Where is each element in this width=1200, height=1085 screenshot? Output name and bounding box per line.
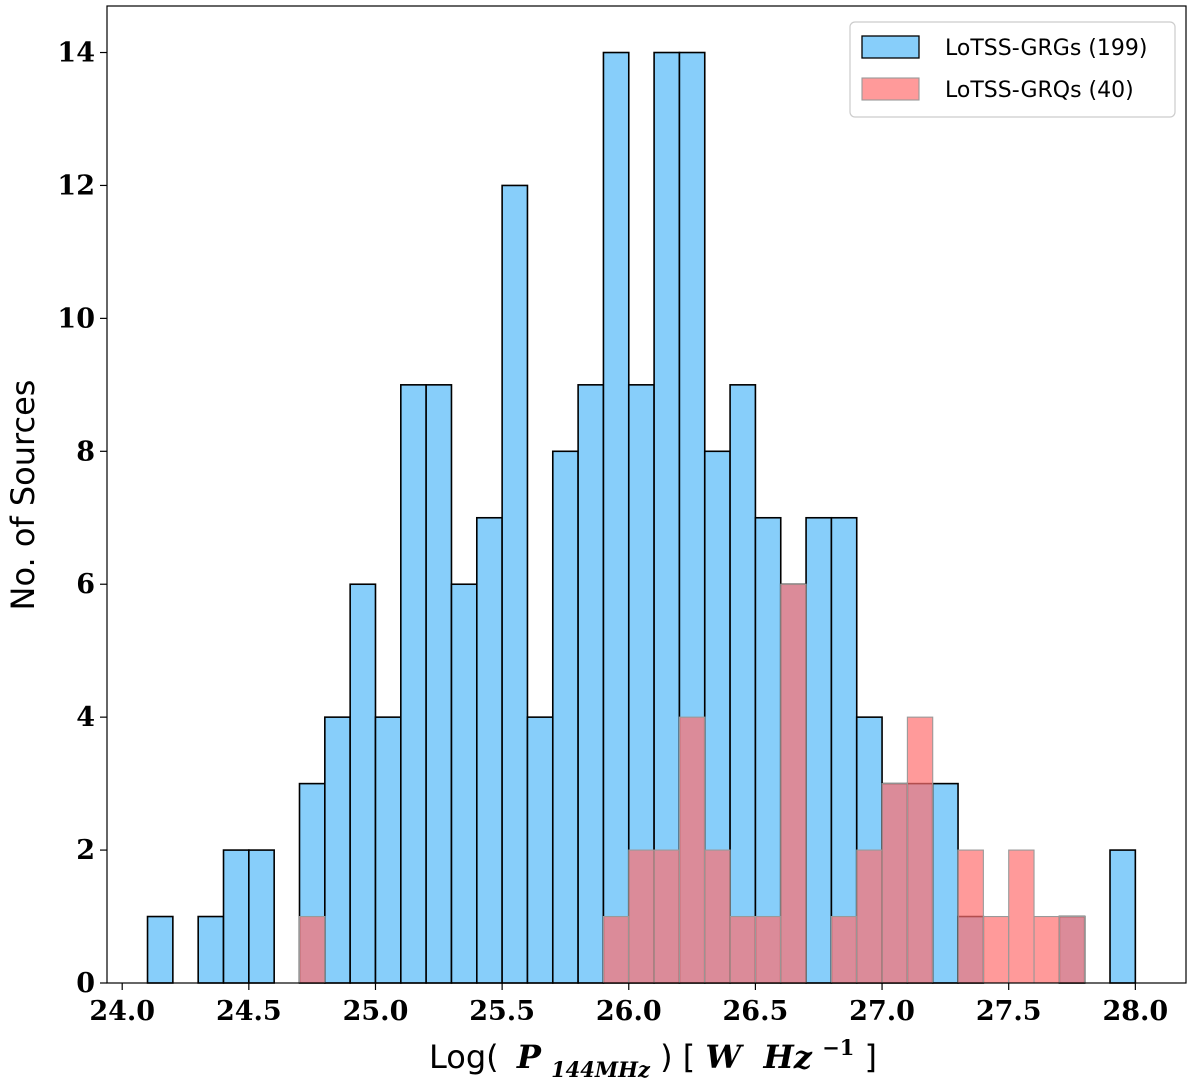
x-axis-label-unit-exp: −1 bbox=[822, 1035, 854, 1060]
x-axis-label-prefix: Log( bbox=[429, 1038, 499, 1076]
y-tick-label: 8 bbox=[76, 436, 95, 467]
bar-grgs bbox=[475, 516, 503, 984]
bar-grgs bbox=[805, 516, 833, 984]
bar-grgs bbox=[526, 716, 554, 984]
x-tick-label: 26.0 bbox=[596, 996, 662, 1027]
bar-grqs bbox=[678, 716, 706, 984]
bar-grgs bbox=[146, 915, 174, 984]
bar-grgs bbox=[374, 716, 402, 984]
bar-grqs bbox=[881, 783, 908, 984]
legend-swatch-grgs bbox=[861, 35, 920, 59]
series-grqs bbox=[298, 583, 1086, 984]
x-axis-label-unit-close: ] bbox=[864, 1038, 876, 1076]
x-tick-label: 25.0 bbox=[343, 996, 409, 1027]
bar-grqs bbox=[628, 849, 655, 984]
bar-grgs bbox=[324, 716, 351, 984]
x-tick-label: 27.0 bbox=[849, 996, 915, 1027]
bar-grqs bbox=[830, 915, 858, 984]
legend-swatch-grqs bbox=[861, 77, 920, 101]
plot-area bbox=[106, 5, 1187, 984]
x-tick-label: 28.0 bbox=[1102, 996, 1168, 1027]
x-axis-label-unit-open: ) [ bbox=[660, 1038, 695, 1076]
bar-grqs bbox=[982, 915, 1010, 984]
y-tick-label: 14 bbox=[57, 38, 95, 69]
bar-grqs bbox=[957, 849, 984, 984]
bar-grgs bbox=[425, 384, 453, 984]
bar-grgs bbox=[400, 384, 427, 984]
bar-grgs bbox=[830, 516, 858, 984]
plot-frame bbox=[106, 5, 1187, 984]
bar-grqs bbox=[298, 915, 326, 984]
bar-grqs bbox=[906, 716, 934, 984]
x-axis-label-symbol: P bbox=[516, 1038, 542, 1076]
bar-grqs bbox=[729, 915, 756, 984]
bar-grqs bbox=[653, 849, 680, 984]
bar-grgs bbox=[653, 51, 681, 984]
bar-grqs bbox=[602, 915, 630, 984]
bar-grgs bbox=[248, 849, 275, 984]
bar-grgs bbox=[931, 782, 959, 984]
x-tick-label: 25.5 bbox=[469, 996, 535, 1027]
x-axis-label-subscript: 144MHz bbox=[551, 1057, 651, 1082]
y-tick-label: 0 bbox=[76, 968, 95, 999]
legend-label-grqs: LoTSS-GRQs (40) bbox=[945, 78, 1134, 103]
bar-grgs bbox=[349, 583, 377, 984]
y-tick-label: 6 bbox=[76, 569, 95, 600]
x-tick-label: 27.5 bbox=[976, 996, 1042, 1027]
bar-grqs bbox=[1033, 915, 1060, 984]
bar-grgs bbox=[577, 384, 605, 984]
bar-grqs bbox=[1058, 915, 1086, 984]
bar-grqs bbox=[856, 849, 883, 984]
x-axis-label: Log( P 144MHz ) [ W Hz −1 ] bbox=[429, 1025, 877, 1085]
bar-grgs bbox=[754, 516, 782, 984]
bar-grqs bbox=[704, 849, 731, 984]
y-tick-label: 12 bbox=[57, 170, 95, 201]
y-axis-label: No. of Sources bbox=[4, 380, 42, 611]
x-tick-label: 24.0 bbox=[89, 996, 155, 1027]
x-tick-label: 26.5 bbox=[723, 996, 789, 1027]
bar-grgs bbox=[501, 184, 529, 984]
bar-grgs bbox=[450, 583, 478, 984]
y-tick-label: 4 bbox=[76, 702, 95, 733]
bars-layer bbox=[146, 51, 1137, 984]
x-axis-label-unit-w: W bbox=[705, 1038, 744, 1076]
x-axis-label-unit-hz: Hz bbox=[763, 1038, 813, 1076]
legend-label-grgs: LoTSS-GRGs (199) bbox=[945, 36, 1147, 61]
y-axis-ticks: 0 2 4 6 8 10 12 14 bbox=[57, 38, 107, 999]
bar-grqs bbox=[754, 915, 782, 984]
bar-grgs bbox=[1109, 849, 1137, 984]
legend: LoTSS-GRGs (199) LoTSS-GRQs (40) bbox=[849, 21, 1176, 118]
bar-grqs bbox=[1008, 849, 1035, 984]
bar-grqs bbox=[780, 583, 807, 984]
bar-grgs bbox=[222, 849, 250, 984]
legend-box bbox=[849, 21, 1176, 118]
bar-grgs bbox=[197, 915, 225, 984]
y-tick-label: 2 bbox=[76, 835, 95, 866]
bar-grgs bbox=[551, 450, 579, 984]
x-axis-ticks: 24.0 24.5 25.0 25.5 26.0 26.5 27.0 27.5 28.0 bbox=[89, 983, 1168, 1027]
y-tick-label: 10 bbox=[57, 303, 95, 334]
x-tick-label: 24.5 bbox=[216, 996, 282, 1027]
bar-grgs bbox=[729, 384, 757, 984]
bar-grgs bbox=[602, 51, 630, 984]
